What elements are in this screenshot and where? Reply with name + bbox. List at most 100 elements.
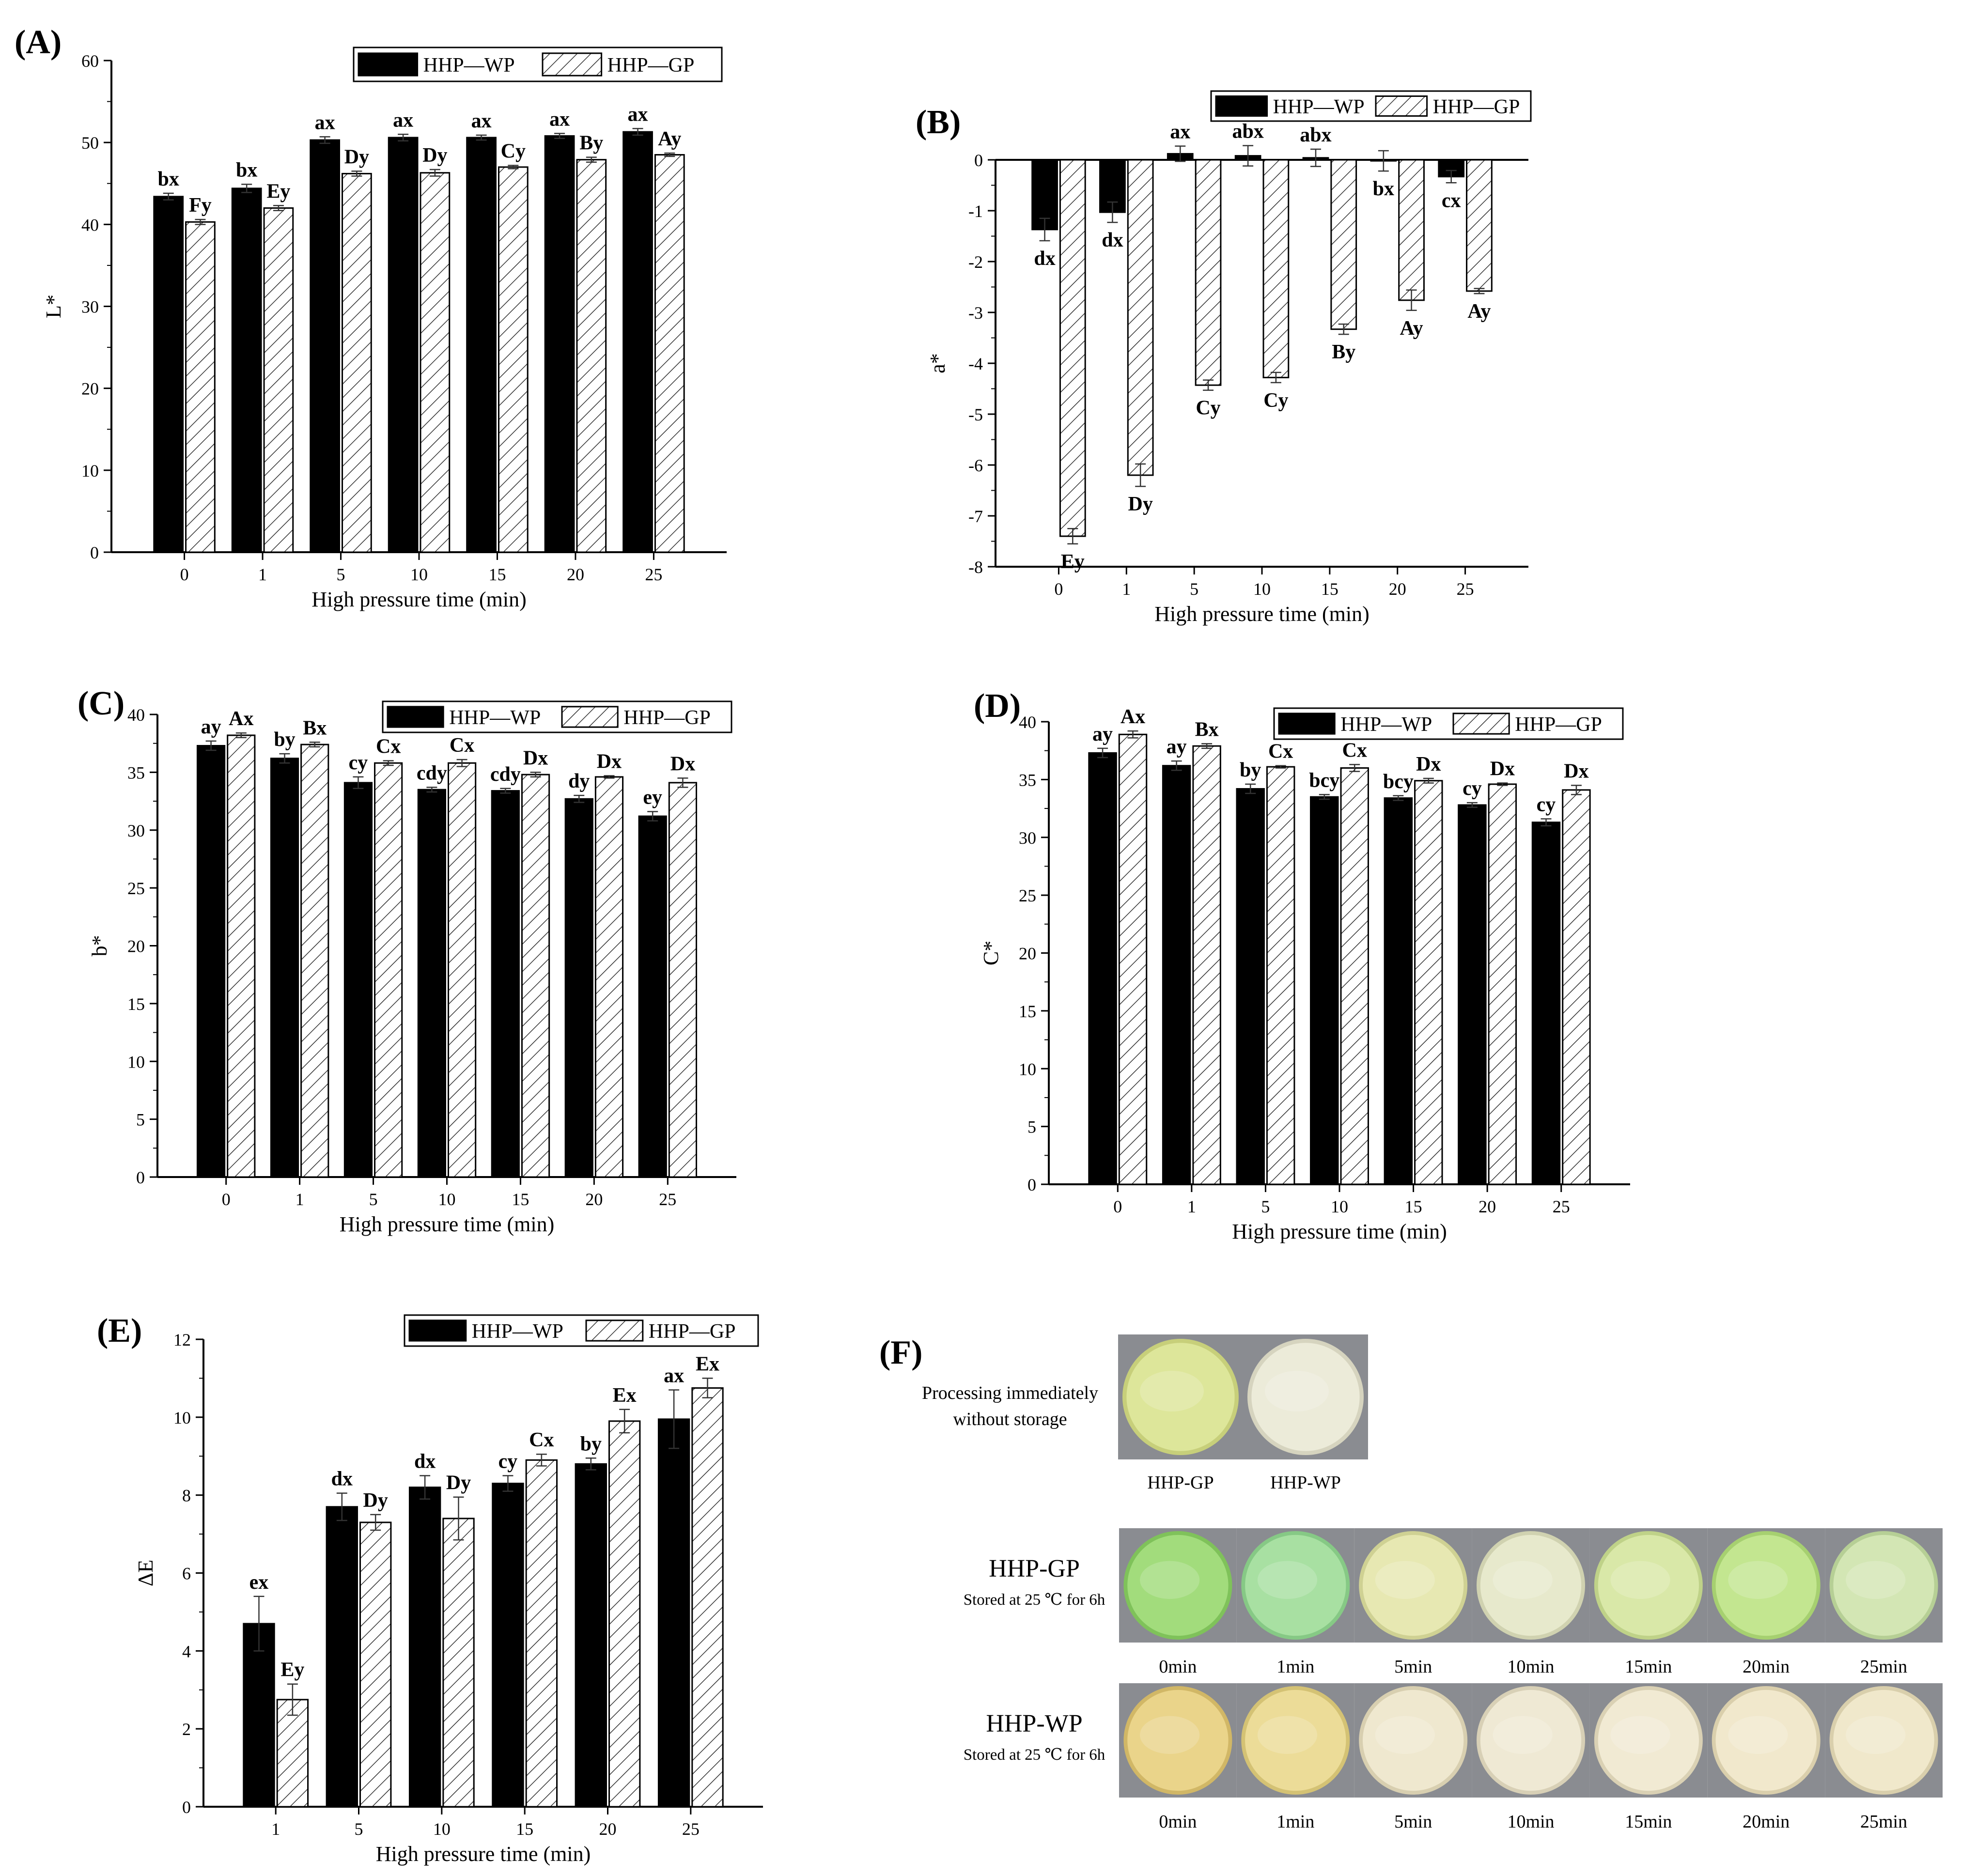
legend-label-wp: HHP—WP — [472, 1320, 563, 1343]
significance-label: ax — [315, 111, 335, 134]
bar-hhp-gp — [1330, 159, 1357, 330]
significance-label: Bx — [303, 717, 327, 739]
legend-label-gp: HHP—GP — [1433, 96, 1520, 118]
sample-label: 25min — [1860, 1657, 1907, 1677]
significance-label: Dy — [1128, 493, 1152, 515]
dish-sample — [1715, 1690, 1817, 1791]
bar-hhp-gp — [1192, 745, 1221, 1185]
sample-label: 10min — [1507, 1657, 1554, 1677]
x-tick-label: 10 — [1253, 579, 1271, 599]
dish-hhp-gp — [1118, 1334, 1243, 1459]
legend-label-wp: HHP—WP — [449, 707, 541, 729]
dish-sample — [1598, 1535, 1699, 1636]
y-tick-label: 12 — [173, 1330, 191, 1349]
legend-label-gp: HHP—GP — [607, 54, 695, 77]
significance-label: Cy — [1196, 397, 1220, 419]
bar-hhp-gp — [185, 221, 216, 553]
dish-hhp-wp-5min — [1354, 1683, 1472, 1798]
bar-hhp-gp — [1340, 767, 1369, 1185]
top-caption-line1: Processing immediately — [922, 1383, 1098, 1403]
x-tick-label: 20 — [1479, 1197, 1496, 1216]
x-tick-label: 25 — [1553, 1197, 1570, 1216]
bar-hhp-wp — [1458, 804, 1487, 1185]
sample-label: 0min — [1159, 1657, 1197, 1677]
bar-hhp-gp — [1414, 780, 1443, 1185]
panel-label: (E) — [97, 1312, 142, 1349]
significance-label: cdy — [417, 762, 447, 784]
significance-label: Ey — [1061, 551, 1085, 573]
legend-label-gp: HHP—GP — [649, 1320, 736, 1343]
y-axis-title: a* — [926, 353, 949, 373]
chart-d: (D)05101520253035400ayAx1ayBx5byCx10bcyC… — [974, 687, 1630, 1243]
y-tick-label: 0 — [182, 1798, 191, 1817]
significance-label: Dx — [1416, 753, 1441, 775]
sample-label: 15min — [1625, 1812, 1672, 1832]
bar-hhp-gp — [1195, 159, 1222, 386]
dish-highlight — [1375, 1561, 1435, 1599]
legend-swatch-wp — [387, 706, 444, 728]
dish-hhp-wp-0min — [1119, 1683, 1237, 1798]
y-tick-label: 30 — [1019, 828, 1036, 848]
bar-hhp-wp — [196, 744, 226, 1178]
bar-hhp-gp — [608, 1420, 641, 1808]
y-tick-label: -8 — [968, 558, 983, 577]
bar-hhp-gp — [1466, 159, 1493, 292]
bar-hhp-gp — [342, 172, 372, 553]
x-tick-label: 0 — [1054, 579, 1063, 599]
x-tick-label: 1 — [271, 1819, 280, 1839]
y-tick-label: 8 — [182, 1486, 191, 1505]
significance-label: ay — [1092, 723, 1113, 745]
bar-hhp-wp — [1531, 822, 1561, 1185]
significance-label: ay — [1167, 736, 1187, 758]
significance-label: by — [1240, 759, 1261, 781]
legend-swatch-gp — [542, 52, 603, 77]
bar-hhp-gp — [1118, 733, 1148, 1185]
y-tick-label: 5 — [136, 1110, 145, 1130]
significance-label: Dx — [670, 753, 695, 775]
x-tick-label: 25 — [682, 1819, 700, 1839]
y-axis-title: L* — [42, 295, 65, 318]
bar-hhp-wp — [1384, 797, 1413, 1185]
x-tick-label: 5 — [355, 1819, 363, 1839]
significance-label: Ex — [613, 1384, 637, 1407]
x-tick-label: 25 — [659, 1190, 676, 1209]
x-tick-label: 1 — [296, 1190, 304, 1209]
chart-b: (B) -8 -7 -6 -5 -4 -3 -2 -1 0 0 dx Ey 1 dx Dy 5 ax Cy 10 abx… — [916, 90, 1532, 626]
dish-hhp-wp-15min — [1589, 1683, 1708, 1798]
significance-label: ax — [471, 110, 492, 132]
bar-hhp-wp — [343, 782, 373, 1178]
dish-sample — [1598, 1690, 1699, 1791]
bar-hhp-gp — [525, 1459, 558, 1808]
significance-label: Cy — [501, 140, 526, 163]
bar-hhp-gp — [1562, 789, 1591, 1185]
significance-label: cy — [349, 752, 368, 774]
bar-hhp-gp — [374, 762, 403, 1178]
y-tick-label: 40 — [81, 215, 99, 234]
dish-hhp-gp-0min — [1119, 1528, 1237, 1643]
bar-hhp-wp — [388, 137, 419, 553]
dish-sample — [1127, 1690, 1229, 1791]
sample-label: 10min — [1507, 1812, 1554, 1832]
panel-f-photos: (F)Processing immediately without storage… — [879, 1334, 1943, 1832]
y-tick-label: 0 — [1027, 1175, 1036, 1194]
y-tick-label: 6 — [182, 1564, 191, 1583]
significance-label: By — [1332, 341, 1355, 363]
dish-highlight — [1846, 1716, 1906, 1754]
panel-label: (A) — [15, 24, 62, 61]
significance-label: Ay — [658, 128, 681, 150]
bar-hhp-wp — [492, 1483, 524, 1808]
panel-label: (C) — [78, 685, 125, 722]
significance-label: bcy — [1383, 771, 1414, 793]
dish-sample — [1715, 1535, 1817, 1636]
x-tick-label: 0 — [222, 1190, 231, 1209]
y-axis-title: ΔE — [134, 1560, 157, 1586]
significance-label: dx — [1102, 229, 1123, 251]
dish-hhp-wp-25min — [1825, 1683, 1943, 1798]
dish-sample — [1245, 1535, 1346, 1636]
y-tick-label: 30 — [127, 821, 145, 840]
legend-swatch-gp — [585, 1319, 644, 1342]
bar-hhp-gp — [448, 762, 477, 1178]
panel-label: (B) — [916, 104, 961, 141]
x-tick-label: 10 — [433, 1819, 451, 1839]
